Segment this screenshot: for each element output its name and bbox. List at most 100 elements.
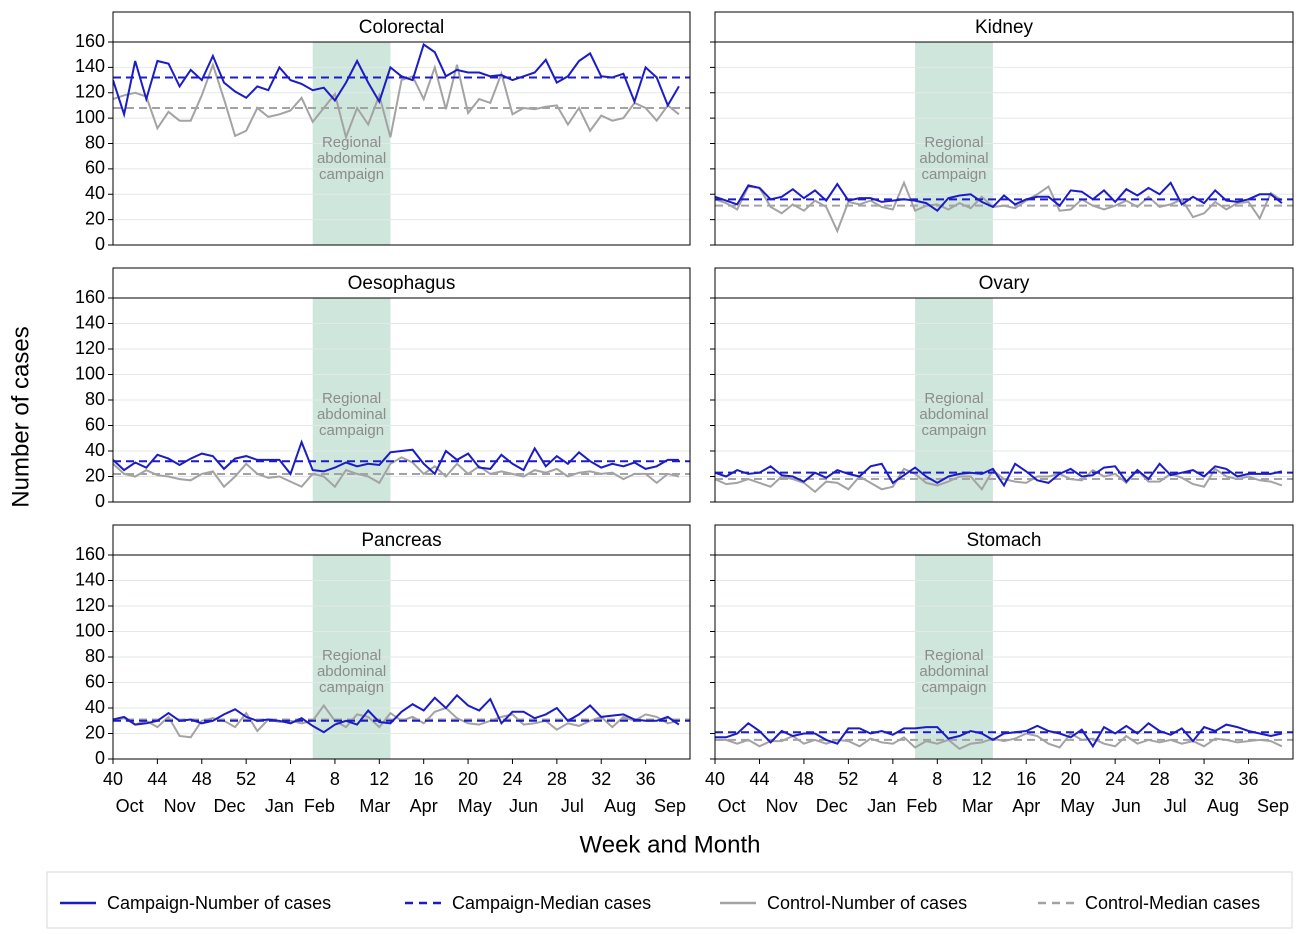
x-tick-label: 12 xyxy=(972,769,992,789)
plot-frame xyxy=(112,41,691,246)
month-label: Dec xyxy=(816,796,848,816)
y-tick-label: 140 xyxy=(75,56,105,76)
y-tick-label: 80 xyxy=(85,389,105,409)
y-tick-label: 120 xyxy=(75,338,105,358)
month-label: Jan xyxy=(867,796,896,816)
month-label: Sep xyxy=(1257,796,1289,816)
shade-label: campaign xyxy=(319,422,384,439)
shade-label: abdominal xyxy=(317,150,386,167)
month-label: Apr xyxy=(410,796,438,816)
x-tick-label: 52 xyxy=(236,769,256,789)
panel-strip xyxy=(714,267,1294,299)
series-line xyxy=(715,462,1283,488)
y-tick-label: 40 xyxy=(85,183,105,203)
shade-label: Regional xyxy=(924,390,983,407)
x-tick-label: 32 xyxy=(591,769,611,789)
x-tick-label: 24 xyxy=(1105,769,1125,789)
month-label: Aug xyxy=(1207,796,1239,816)
shade-label: abdominal xyxy=(919,150,988,167)
panel-strip xyxy=(714,11,1294,43)
y-tick-label: 40 xyxy=(85,440,105,460)
shade-label: abdominal xyxy=(919,663,988,680)
shade-label: abdominal xyxy=(919,406,988,423)
x-tick-label: 48 xyxy=(794,769,814,789)
y-tick-label: 120 xyxy=(75,595,105,615)
x-tick-label: 4 xyxy=(888,769,898,789)
y-tick-label: 140 xyxy=(75,312,105,332)
y-tick-label: 0 xyxy=(95,748,105,768)
x-tick-label: 4 xyxy=(286,769,296,789)
y-tick-label: 60 xyxy=(85,671,105,691)
plot-frame xyxy=(112,297,691,503)
month-label: May xyxy=(458,796,492,816)
panel-strip xyxy=(714,524,1294,556)
x-tick-label: 8 xyxy=(330,769,340,789)
shade-label: campaign xyxy=(921,166,986,183)
x-tick-label: 20 xyxy=(1061,769,1081,789)
x-tick-label: 44 xyxy=(749,769,769,789)
month-label: Aug xyxy=(604,796,636,816)
month-label: Jul xyxy=(561,796,584,816)
panel-title: Stomach xyxy=(967,530,1042,551)
x-tick-label: 24 xyxy=(502,769,522,789)
y-tick-label: 100 xyxy=(75,363,105,383)
month-label: Jun xyxy=(509,796,538,816)
month-label: Mar xyxy=(359,796,390,816)
x-axis-title: Week and Month xyxy=(580,831,761,858)
month-label: Feb xyxy=(906,796,937,816)
legend-label: Campaign-Number of cases xyxy=(107,893,331,913)
month-label: May xyxy=(1060,796,1094,816)
series-line xyxy=(715,180,1283,234)
month-label: Feb xyxy=(304,796,335,816)
y-tick-label: 120 xyxy=(75,82,105,102)
month-label: Sep xyxy=(654,796,686,816)
series-line xyxy=(113,42,680,119)
x-tick-label: 8 xyxy=(932,769,942,789)
y-tick-label: 100 xyxy=(75,620,105,640)
y-tick-label: 160 xyxy=(75,287,105,307)
panel-title: Oesophagus xyxy=(348,273,456,294)
x-tick-label: 32 xyxy=(1194,769,1214,789)
y-tick-label: 40 xyxy=(85,697,105,717)
panel-strip xyxy=(112,267,691,299)
x-tick-label: 40 xyxy=(103,769,123,789)
series-line xyxy=(715,181,1283,213)
shade-label: campaign xyxy=(921,679,986,696)
panel-title: Ovary xyxy=(979,273,1030,294)
shade-label: abdominal xyxy=(317,663,386,680)
month-label: Apr xyxy=(1012,796,1040,816)
y-tick-label: 160 xyxy=(75,31,105,51)
series-line xyxy=(113,456,680,489)
month-label: Jul xyxy=(1164,796,1187,816)
month-label: Nov xyxy=(766,796,798,816)
shade-label: Regional xyxy=(322,647,381,664)
shade-label: campaign xyxy=(921,422,986,439)
legend-label: Control-Number of cases xyxy=(767,893,967,913)
shade-label: campaign xyxy=(319,679,384,696)
shade-label: abdominal xyxy=(317,406,386,423)
x-tick-label: 36 xyxy=(636,769,656,789)
x-tick-label: 44 xyxy=(147,769,167,789)
panel-title: Kidney xyxy=(975,17,1034,38)
y-tick-label: 100 xyxy=(75,107,105,127)
panel-title: Pancreas xyxy=(361,530,441,551)
shade-label: campaign xyxy=(319,166,384,183)
x-tick-label: 28 xyxy=(1150,769,1170,789)
x-tick-label: 20 xyxy=(458,769,478,789)
month-label: Jan xyxy=(265,796,294,816)
plot-frame xyxy=(714,554,1294,760)
legend-label: Control-Median cases xyxy=(1085,893,1260,913)
series-line xyxy=(715,467,1283,494)
x-tick-label: 40 xyxy=(705,769,725,789)
month-label: Mar xyxy=(962,796,993,816)
y-tick-label: 140 xyxy=(75,569,105,589)
legend-box xyxy=(46,871,1293,929)
month-label: Nov xyxy=(164,796,196,816)
series-line xyxy=(715,722,1283,749)
y-tick-label: 160 xyxy=(75,544,105,564)
month-label: Oct xyxy=(116,796,144,816)
y-axis-title: Number of cases xyxy=(7,326,34,507)
x-tick-label: 16 xyxy=(1016,769,1036,789)
series-line xyxy=(113,439,679,476)
